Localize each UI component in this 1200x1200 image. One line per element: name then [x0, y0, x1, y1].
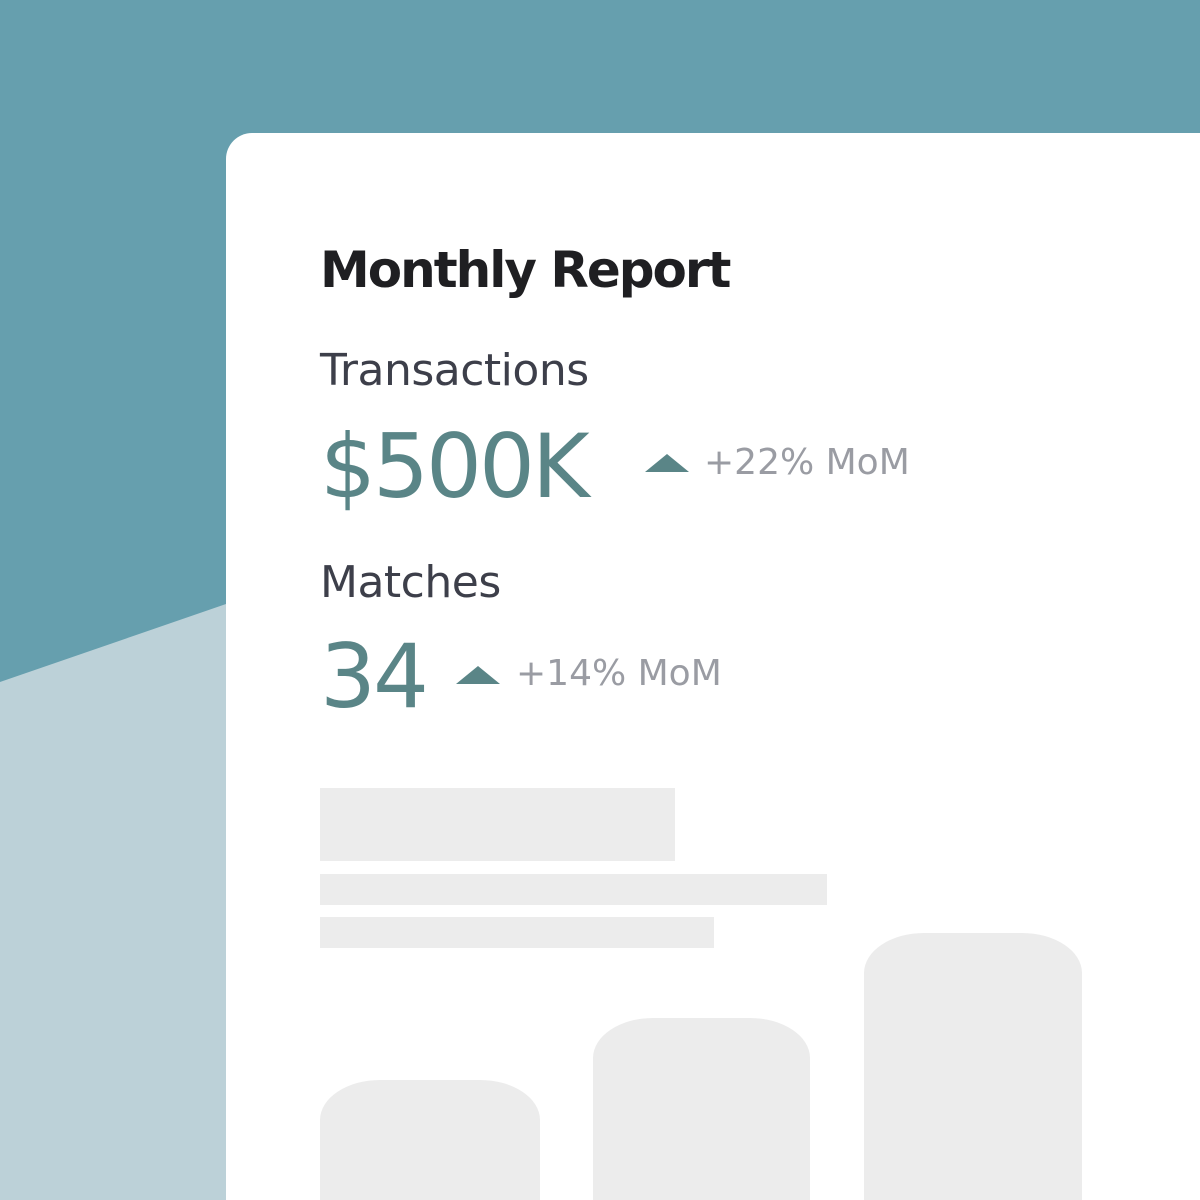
placeholder-block [320, 788, 675, 861]
metric-value: $500K [320, 415, 590, 518]
report-card: Monthly Report Transactions $500K +22% M… [226, 133, 1200, 1200]
placeholder-bar [593, 1018, 810, 1200]
metric-change: +22% MoM [704, 442, 910, 483]
placeholder-bar [320, 1080, 540, 1200]
placeholder-bar [864, 933, 1082, 1200]
up-arrow [645, 454, 689, 472]
metric-value: 34 [320, 625, 429, 728]
placeholder-line [320, 874, 827, 905]
title: Monthly Report [320, 241, 731, 299]
metric-label: Matches [320, 557, 501, 608]
metric-change: +14% MoM [516, 653, 722, 694]
background-shape [0, 604, 226, 1200]
metric-label: Transactions [320, 345, 589, 396]
placeholder-line [320, 917, 714, 948]
up-arrow [456, 666, 500, 684]
